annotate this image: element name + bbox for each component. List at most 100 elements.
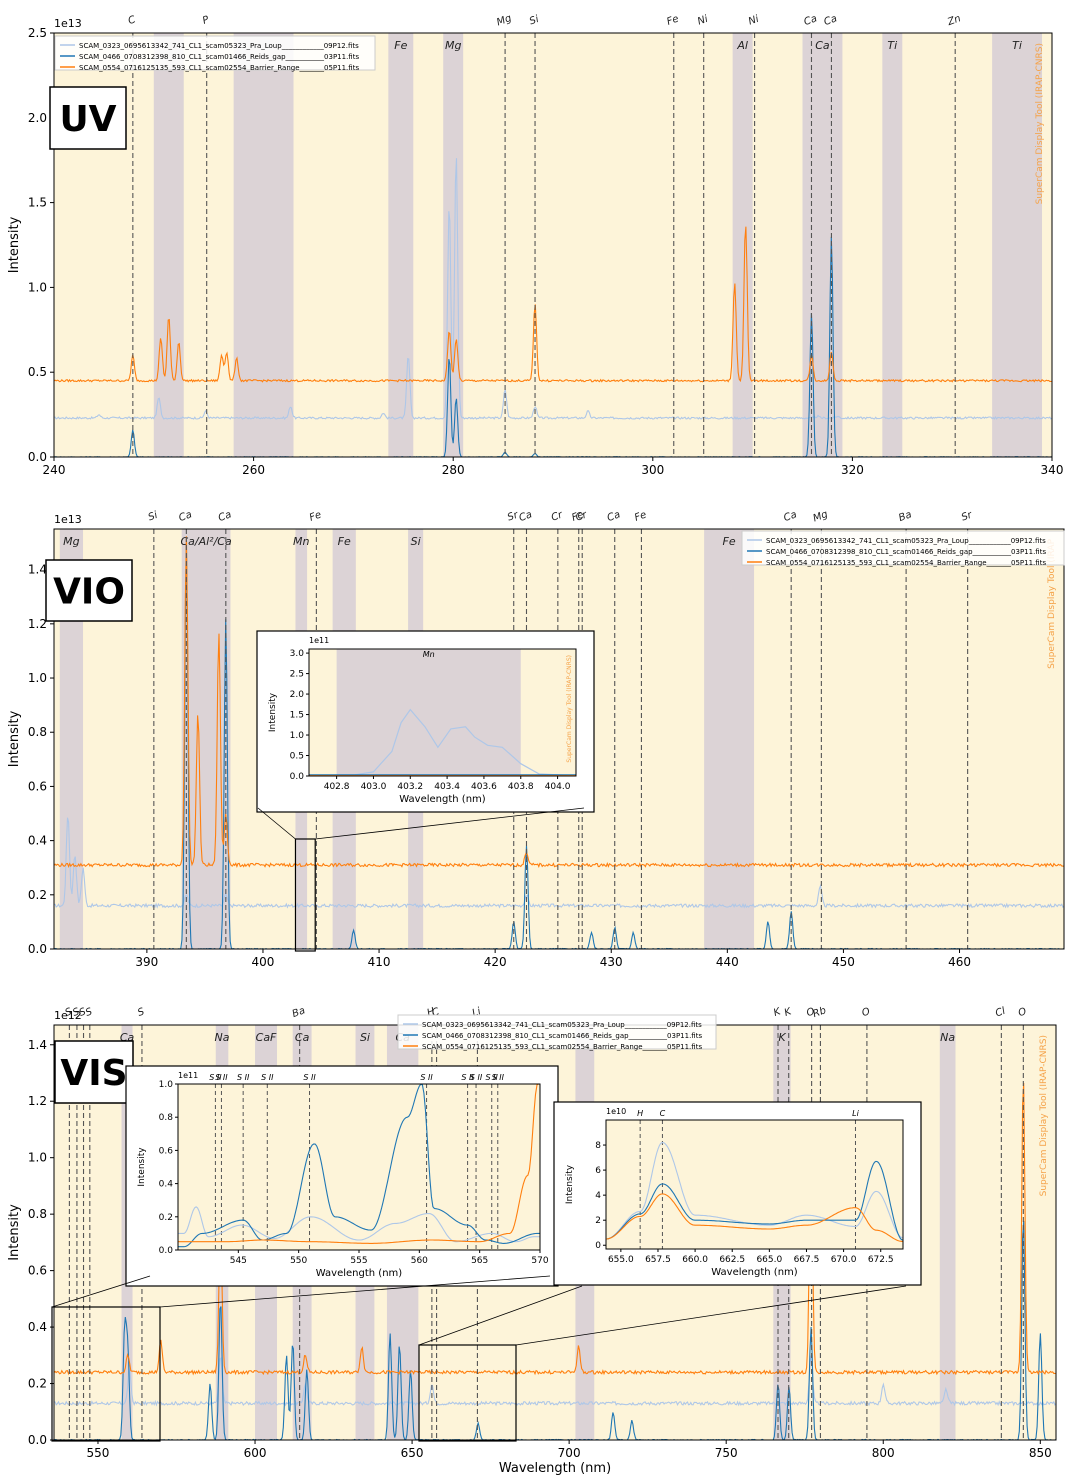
inset-line-label: S II — [420, 1073, 433, 1082]
x-tick-label: 550 — [87, 1446, 110, 1460]
x-tick-label: 440 — [716, 955, 739, 969]
element-line-label: Fe — [665, 13, 680, 27]
element-line-label: K — [772, 1006, 783, 1019]
inset-y-label: Intensity — [268, 692, 278, 732]
inset-y-tick-label: 2.5 — [290, 670, 304, 680]
x-tick-label: 450 — [832, 955, 855, 969]
inset-x-tick-label: 672.5 — [868, 1255, 894, 1265]
band-label: Fe — [338, 535, 351, 548]
panel-label: UV — [59, 99, 116, 140]
inset-inset: Mn 402.8 403.0 403.2 403.4 403.6 403.8 404.0 0.0… — [256, 630, 595, 813]
watermark: SuperCam Display Tool (IRAP-CNRS) — [1039, 1035, 1049, 1196]
y-tick-label: 1.4 — [28, 1038, 47, 1052]
x-tick-label: 420 — [484, 955, 507, 969]
x-tick-label: 430 — [600, 955, 623, 969]
y-tick-label: 2.5 — [28, 26, 47, 40]
inset-line-label: Li — [852, 1109, 859, 1118]
inset-line-label: S II — [492, 1073, 505, 1082]
inset-line-label: H — [637, 1109, 643, 1118]
band-label: CaF — [256, 1031, 277, 1044]
x-tick-label: 800 — [872, 1446, 895, 1460]
panel-uv: Fe Mg Al Ca Ti Ti C P Mg Si Fe Ni Ni Ca Ca Zn 240 260 280 3… — [7, 13, 1063, 477]
element-line-label: K — [783, 1006, 794, 1019]
legend-entry: SCAM_0323_0695613342_741_CL1_scam05323_P… — [79, 42, 359, 50]
band-label: Na — [940, 1031, 955, 1044]
inset-x-tick-label: 403.4 — [434, 782, 460, 792]
x-tick-label: 410 — [368, 955, 391, 969]
inset-x-label: Wavelength (nm) — [316, 1268, 402, 1279]
element-line-label: C — [127, 14, 137, 27]
inset-y-tick-label: 0.0 — [290, 772, 305, 782]
element-line-label: O — [1017, 1006, 1028, 1019]
element-band — [939, 1025, 956, 1440]
inset-line-label: S II — [209, 1073, 222, 1082]
band-label: Mg — [445, 39, 461, 52]
y-tick-label: 0.0 — [28, 450, 47, 464]
plot-frame — [53, 32, 1053, 458]
element-line-label: P — [201, 14, 211, 27]
inset-x-tick-label: 403.8 — [508, 782, 534, 792]
inset-x-tick-label: 655.0 — [608, 1255, 634, 1265]
inset-y-tick-label: 2 — [595, 1216, 601, 1226]
x-tick-label: 600 — [244, 1446, 267, 1460]
y-tick-label: 1.0 — [28, 280, 47, 294]
element-line-label: S — [136, 1006, 146, 1019]
legend-entry: SCAM_0554_0716125135_593_CL1_scam02554_B… — [79, 64, 359, 72]
inset-x-tick-label: 665.0 — [756, 1255, 782, 1265]
element-line-label: Ba — [291, 1005, 307, 1020]
series-line — [54, 543, 1064, 949]
inset-y-tick-label: 0.5 — [290, 752, 304, 762]
element-line-label: Ca — [782, 509, 798, 524]
inset-y-tick-label: 8 — [595, 1141, 601, 1151]
element-line-label: Ca — [518, 509, 534, 524]
y-tick-label: 0.5 — [28, 365, 47, 379]
inset-line-label: S II — [461, 1073, 474, 1082]
inset-line-label: S II — [261, 1073, 274, 1082]
element-line-label: Fe — [633, 509, 648, 523]
zoom-connector — [315, 807, 585, 840]
inset-x-tick-label: 667.5 — [794, 1255, 820, 1265]
zoom-connector — [257, 807, 296, 840]
legend-entry: SCAM_0554_0716125135_593_CL1_scam02554_B… — [766, 559, 1046, 567]
element-line-label: Fe — [308, 509, 323, 523]
inset-x-tick-label: 657.5 — [645, 1255, 671, 1265]
inset-line-label: S II — [215, 1073, 228, 1082]
inset-x-tick-label: 403.2 — [397, 782, 423, 792]
zoom-region — [51, 1306, 161, 1442]
x-tick-label: 320 — [841, 463, 864, 477]
inset-band — [336, 649, 521, 776]
element-line-label: C — [431, 1006, 441, 1019]
y-tick-label: 1.2 — [28, 617, 47, 631]
panel-label: VIS — [60, 1053, 127, 1094]
inset-line-label: S II — [237, 1073, 250, 1082]
y-tick-label: 0.0 — [28, 1433, 47, 1447]
legend-entry: SCAM_0323_0695613342_741_CL1_scam05323_P… — [766, 537, 1046, 545]
element-line-label: Mg — [812, 509, 830, 524]
band-label: Al — [736, 39, 748, 52]
element-line-label: Sr — [506, 509, 520, 523]
inset-x-tick-label: 550 — [290, 1256, 307, 1266]
x-tick-label: 390 — [135, 955, 158, 969]
band-label: Fe — [723, 535, 736, 548]
element-band — [443, 33, 464, 457]
y-tick-label: 0.0 — [28, 942, 47, 956]
zoom-region — [418, 1344, 517, 1442]
y-tick-label: 1.4 — [28, 563, 47, 577]
inset-line-label: S II — [303, 1073, 316, 1082]
series-line — [54, 1355, 1056, 1407]
y-tick-label: 0.4 — [28, 834, 47, 848]
inset-inset_left: S IIS II S II S II S II S II S IIS II S IIS II… — [125, 1065, 559, 1287]
element-line-label: Ca — [803, 13, 819, 28]
band-label: Si — [360, 1031, 370, 1044]
inset-series — [605, 1193, 904, 1243]
y-tick-label: 1.0 — [28, 1151, 47, 1165]
inset-x-tick-label: 662.5 — [719, 1255, 745, 1265]
inset-y-tick-label: 0.4 — [159, 1180, 174, 1190]
inset-line-label: C — [660, 1109, 666, 1118]
element-line-label: O — [805, 1006, 816, 1019]
inset-series — [178, 1083, 540, 1244]
inset-x-label: Wavelength (nm) — [399, 794, 485, 805]
element-line-label: S — [64, 1006, 74, 1019]
y-tick-label: 0.2 — [28, 888, 47, 902]
x-tick-label: 400 — [252, 955, 275, 969]
